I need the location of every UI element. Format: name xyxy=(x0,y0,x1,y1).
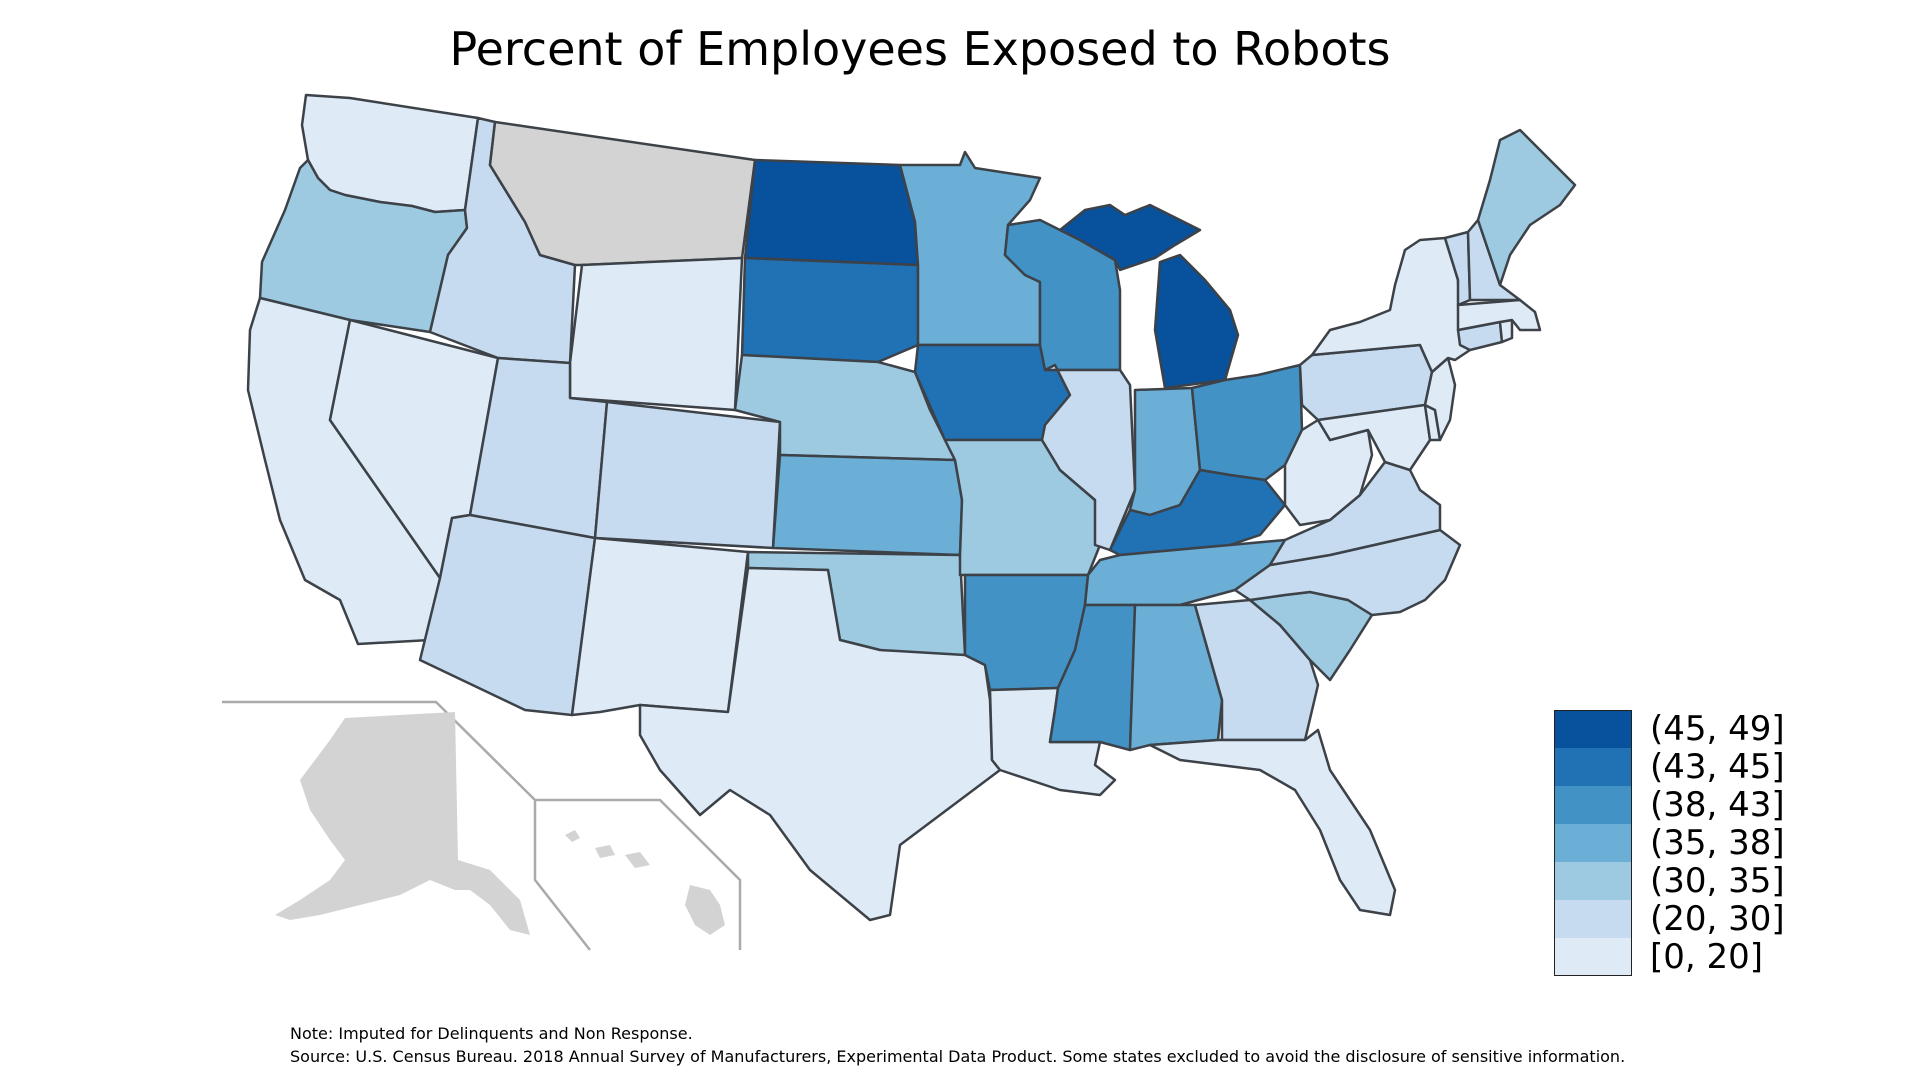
state-me[interactable] xyxy=(1476,128,1577,287)
legend-label: (30, 35] xyxy=(1650,861,1785,901)
legend-label: (35, 38] xyxy=(1650,823,1785,863)
legend-swatch xyxy=(1554,900,1632,938)
legend-swatch xyxy=(1554,748,1632,786)
legend-swatch xyxy=(1554,862,1632,900)
source-text: Source: U.S. Census Bureau. 2018 Annual … xyxy=(290,1047,1626,1066)
state-ri[interactable] xyxy=(1498,318,1514,344)
state-il[interactable] xyxy=(1040,363,1137,552)
state-nm[interactable] xyxy=(570,536,750,717)
state-wv[interactable] xyxy=(1283,418,1374,527)
state-nh[interactable] xyxy=(1466,218,1522,302)
legend-item: (38, 43] xyxy=(1554,786,1854,824)
state-sd[interactable] xyxy=(740,256,920,364)
state-vt[interactable] xyxy=(1443,230,1472,307)
legend-swatch xyxy=(1554,824,1632,862)
inset-divider xyxy=(533,800,591,951)
legend-swatch xyxy=(1554,786,1632,824)
note-text: Note: Imputed for Delinquents and Non Re… xyxy=(290,1024,693,1043)
legend-item: (43, 45] xyxy=(1554,748,1854,786)
legend-label: (45, 49] xyxy=(1650,709,1785,749)
legend-item: (20, 30] xyxy=(1554,900,1854,938)
legend-label: (20, 30] xyxy=(1650,899,1785,939)
legend-item: (30, 35] xyxy=(1554,862,1854,900)
state-ks[interactable] xyxy=(771,453,964,557)
state-wy[interactable] xyxy=(568,256,744,412)
state-hi xyxy=(565,830,725,935)
state-mi[interactable] xyxy=(1058,203,1240,390)
legend-item: [0, 20] xyxy=(1554,938,1854,976)
legend-item: (35, 38] xyxy=(1554,824,1854,862)
state-fl[interactable] xyxy=(1148,728,1397,917)
legend-label: (43, 45] xyxy=(1650,747,1785,787)
legend-swatch xyxy=(1554,938,1632,976)
state-nj[interactable] xyxy=(1423,356,1457,442)
state-nd[interactable] xyxy=(743,158,920,267)
alaska-inset-frame xyxy=(222,700,536,801)
legend-item: (45, 49] xyxy=(1554,710,1854,748)
hawaii-inset-frame xyxy=(535,798,742,950)
map-title: Percent of Employees Exposed to Robots xyxy=(449,22,1391,76)
inset-area xyxy=(222,700,742,951)
state-tx[interactable] xyxy=(638,566,1002,922)
state-co[interactable] xyxy=(593,400,782,550)
legend-swatch xyxy=(1554,710,1632,748)
legend-label: [0, 20] xyxy=(1650,937,1764,977)
state-ma[interactable] xyxy=(1456,298,1542,332)
legend-label: (38, 43] xyxy=(1650,785,1785,825)
state-az[interactable] xyxy=(418,513,597,717)
notes: Note: Imputed for Delinquents and Non Re… xyxy=(290,1022,1625,1068)
state-ak xyxy=(275,712,530,935)
